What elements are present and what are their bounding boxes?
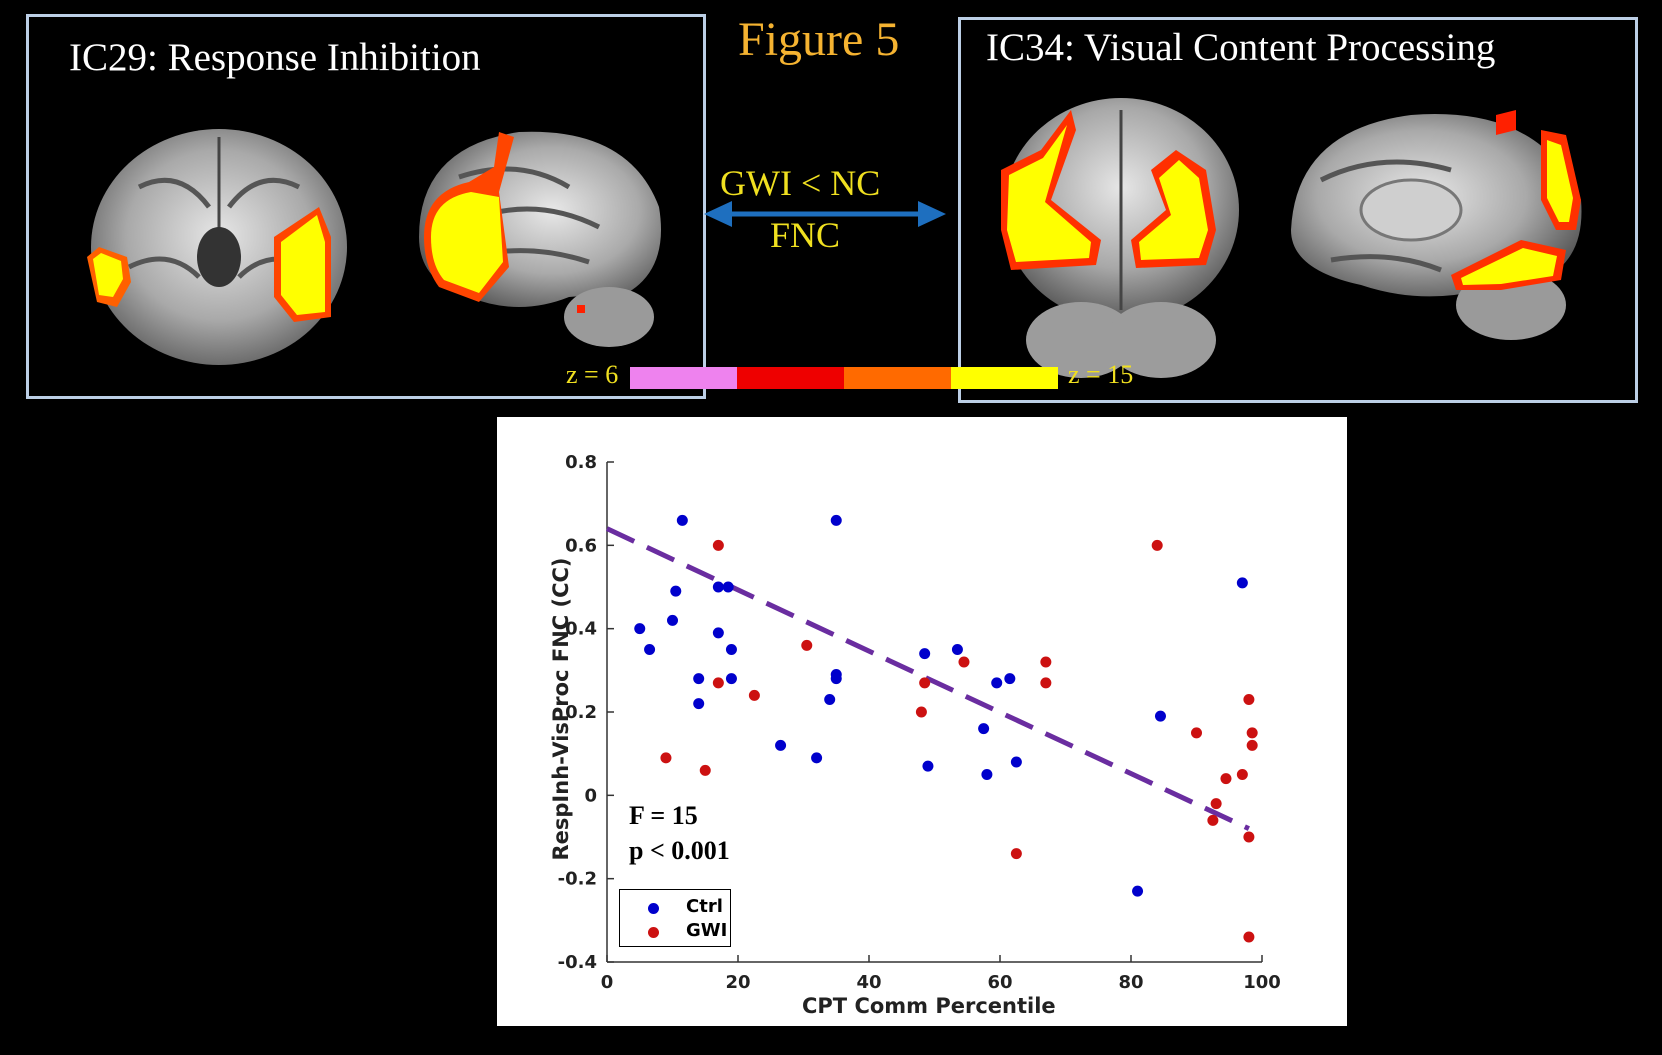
ctrl-data-point <box>1236 577 1248 589</box>
ctrl-data-point <box>824 694 836 705</box>
x-tick-label: 40 <box>856 972 881 993</box>
colorbar-segment <box>630 367 737 389</box>
gwi-data-point <box>660 752 672 764</box>
gwi-data-point <box>712 677 724 689</box>
ctrl-data-point <box>811 752 823 764</box>
gwi-data-point <box>1246 739 1258 751</box>
ctrl-data-point <box>722 581 734 593</box>
colorbar-segment <box>844 367 951 389</box>
gwi-data-point <box>1243 931 1255 943</box>
ctrl-data-point <box>676 514 688 526</box>
gwi-data-point <box>1243 831 1255 843</box>
y-axis-title: RespInh-VisProc FNC (CC) <box>549 557 573 861</box>
sagittal-brain-image-right <box>1291 110 1582 340</box>
gwi-data-point <box>958 656 970 668</box>
ctrl-data-point <box>1132 885 1144 897</box>
legend-marker-ctrl <box>648 903 659 914</box>
scatter-plot-svg: 0 20 40 60 80 100 -0.4 -0.2 0 0.2 0.4 0.6 0.8 <box>558 452 1281 993</box>
coronal-brain-image-right <box>1001 98 1239 378</box>
ctrl-data-point <box>712 627 724 639</box>
right-brain-panel: IC34: Visual Content Processing <box>958 17 1638 403</box>
gwi-data-point <box>1010 848 1022 860</box>
legend-item-ctrl: Ctrl <box>620 896 730 920</box>
ctrl-data-point <box>670 585 682 597</box>
ctrl-data-point <box>775 739 787 751</box>
y-tick-label: -0.4 <box>558 952 597 973</box>
ctrl-data-point <box>951 644 963 655</box>
ctrl-data-point <box>725 644 737 655</box>
y-tick-label: -0.2 <box>558 869 597 890</box>
x-tick-label: 60 <box>987 972 1012 993</box>
f-statistic: F = 15 <box>629 801 698 830</box>
x-tick-label: 0 <box>601 972 614 993</box>
y-tick-label: 0 <box>584 785 597 806</box>
gwi-data-point <box>748 689 760 701</box>
gwi-data-point <box>1151 539 1163 551</box>
x-tick-label: 80 <box>1118 972 1143 993</box>
gwi-data-point <box>1040 677 1052 689</box>
gwi-data-point <box>1243 694 1255 705</box>
ctrl-data-point <box>981 769 993 780</box>
ctrl-data-point <box>693 698 705 710</box>
ctrl-data-point <box>991 677 1003 689</box>
colorbar <box>630 367 1058 389</box>
gwi-data-point <box>801 639 813 651</box>
gwi-data-point <box>1207 814 1219 826</box>
ctrl-data-point <box>1154 710 1166 722</box>
left-panel-title: IC29: Response Inhibition <box>69 36 481 79</box>
figure-title: Figure 5 <box>738 13 900 66</box>
double-arrow-icon <box>704 201 946 227</box>
ctrl-data-point <box>712 581 724 593</box>
chart-legend: Ctrl GWI <box>619 889 731 947</box>
legend-label-ctrl: Ctrl <box>686 896 723 917</box>
ctrl-data-point <box>725 673 737 685</box>
p-value: p < 0.001 <box>629 836 730 865</box>
x-tick-label: 20 <box>725 972 750 993</box>
y-tick-label: 0.4 <box>565 619 597 640</box>
scatter-chart: 0 20 40 60 80 100 -0.4 -0.2 0 0.2 0.4 0.6 0.8 F = 15… <box>497 417 1347 1026</box>
gwi-data-point <box>915 706 927 718</box>
gwi-data-point <box>1191 727 1202 739</box>
right-panel-title: IC34: Visual Content Processing <box>986 26 1496 69</box>
ctrl-data-point <box>644 644 656 655</box>
x-axis-title: CPT Comm Percentile <box>802 994 1056 1018</box>
coronal-brain-image-left <box>87 129 347 365</box>
gwi-data-point <box>1246 727 1258 739</box>
ctrl-data-point <box>922 760 934 772</box>
x-tick-label: 100 <box>1243 972 1281 993</box>
ctrl-data-point <box>919 648 931 660</box>
legend-label-gwi: GWI <box>686 920 728 941</box>
ctrl-data-point <box>667 614 678 626</box>
legend-item-gwi: GWI <box>620 920 730 944</box>
y-tick-label: 0.8 <box>565 452 597 473</box>
colorbar-max-label: z = 15 <box>1068 360 1134 389</box>
ctrl-data-point <box>830 673 842 685</box>
gwi-data-point <box>1220 773 1232 785</box>
colorbar-min-label: z = 6 <box>566 360 619 389</box>
gwi-data-point <box>1210 798 1222 810</box>
ctrl-data-point <box>978 723 990 735</box>
sagittal-brain-image-left <box>419 131 661 347</box>
y-tick-label: 0.6 <box>565 535 597 556</box>
y-tick-label: 0.2 <box>565 702 597 723</box>
gwi-data-point <box>712 539 724 551</box>
ctrl-data-point <box>1010 756 1022 768</box>
gwi-data-point <box>1040 656 1052 668</box>
measure-label: FNC <box>770 215 841 255</box>
ctrl-data-point <box>693 673 705 685</box>
ctrl-data-point <box>830 514 842 526</box>
left-brain-panel: IC29: Response Inhibition <box>26 14 706 399</box>
ctrl-data-point <box>1004 673 1016 685</box>
gwi-data-point <box>699 764 711 776</box>
colorbar-segment <box>951 367 1058 389</box>
legend-marker-gwi <box>648 927 659 938</box>
gwi-data-point <box>919 677 931 689</box>
colorbar-segment <box>737 367 844 389</box>
ctrl-data-point <box>634 623 646 635</box>
comparison-label: GWI < NC <box>720 163 881 203</box>
gwi-data-point <box>1236 769 1248 780</box>
